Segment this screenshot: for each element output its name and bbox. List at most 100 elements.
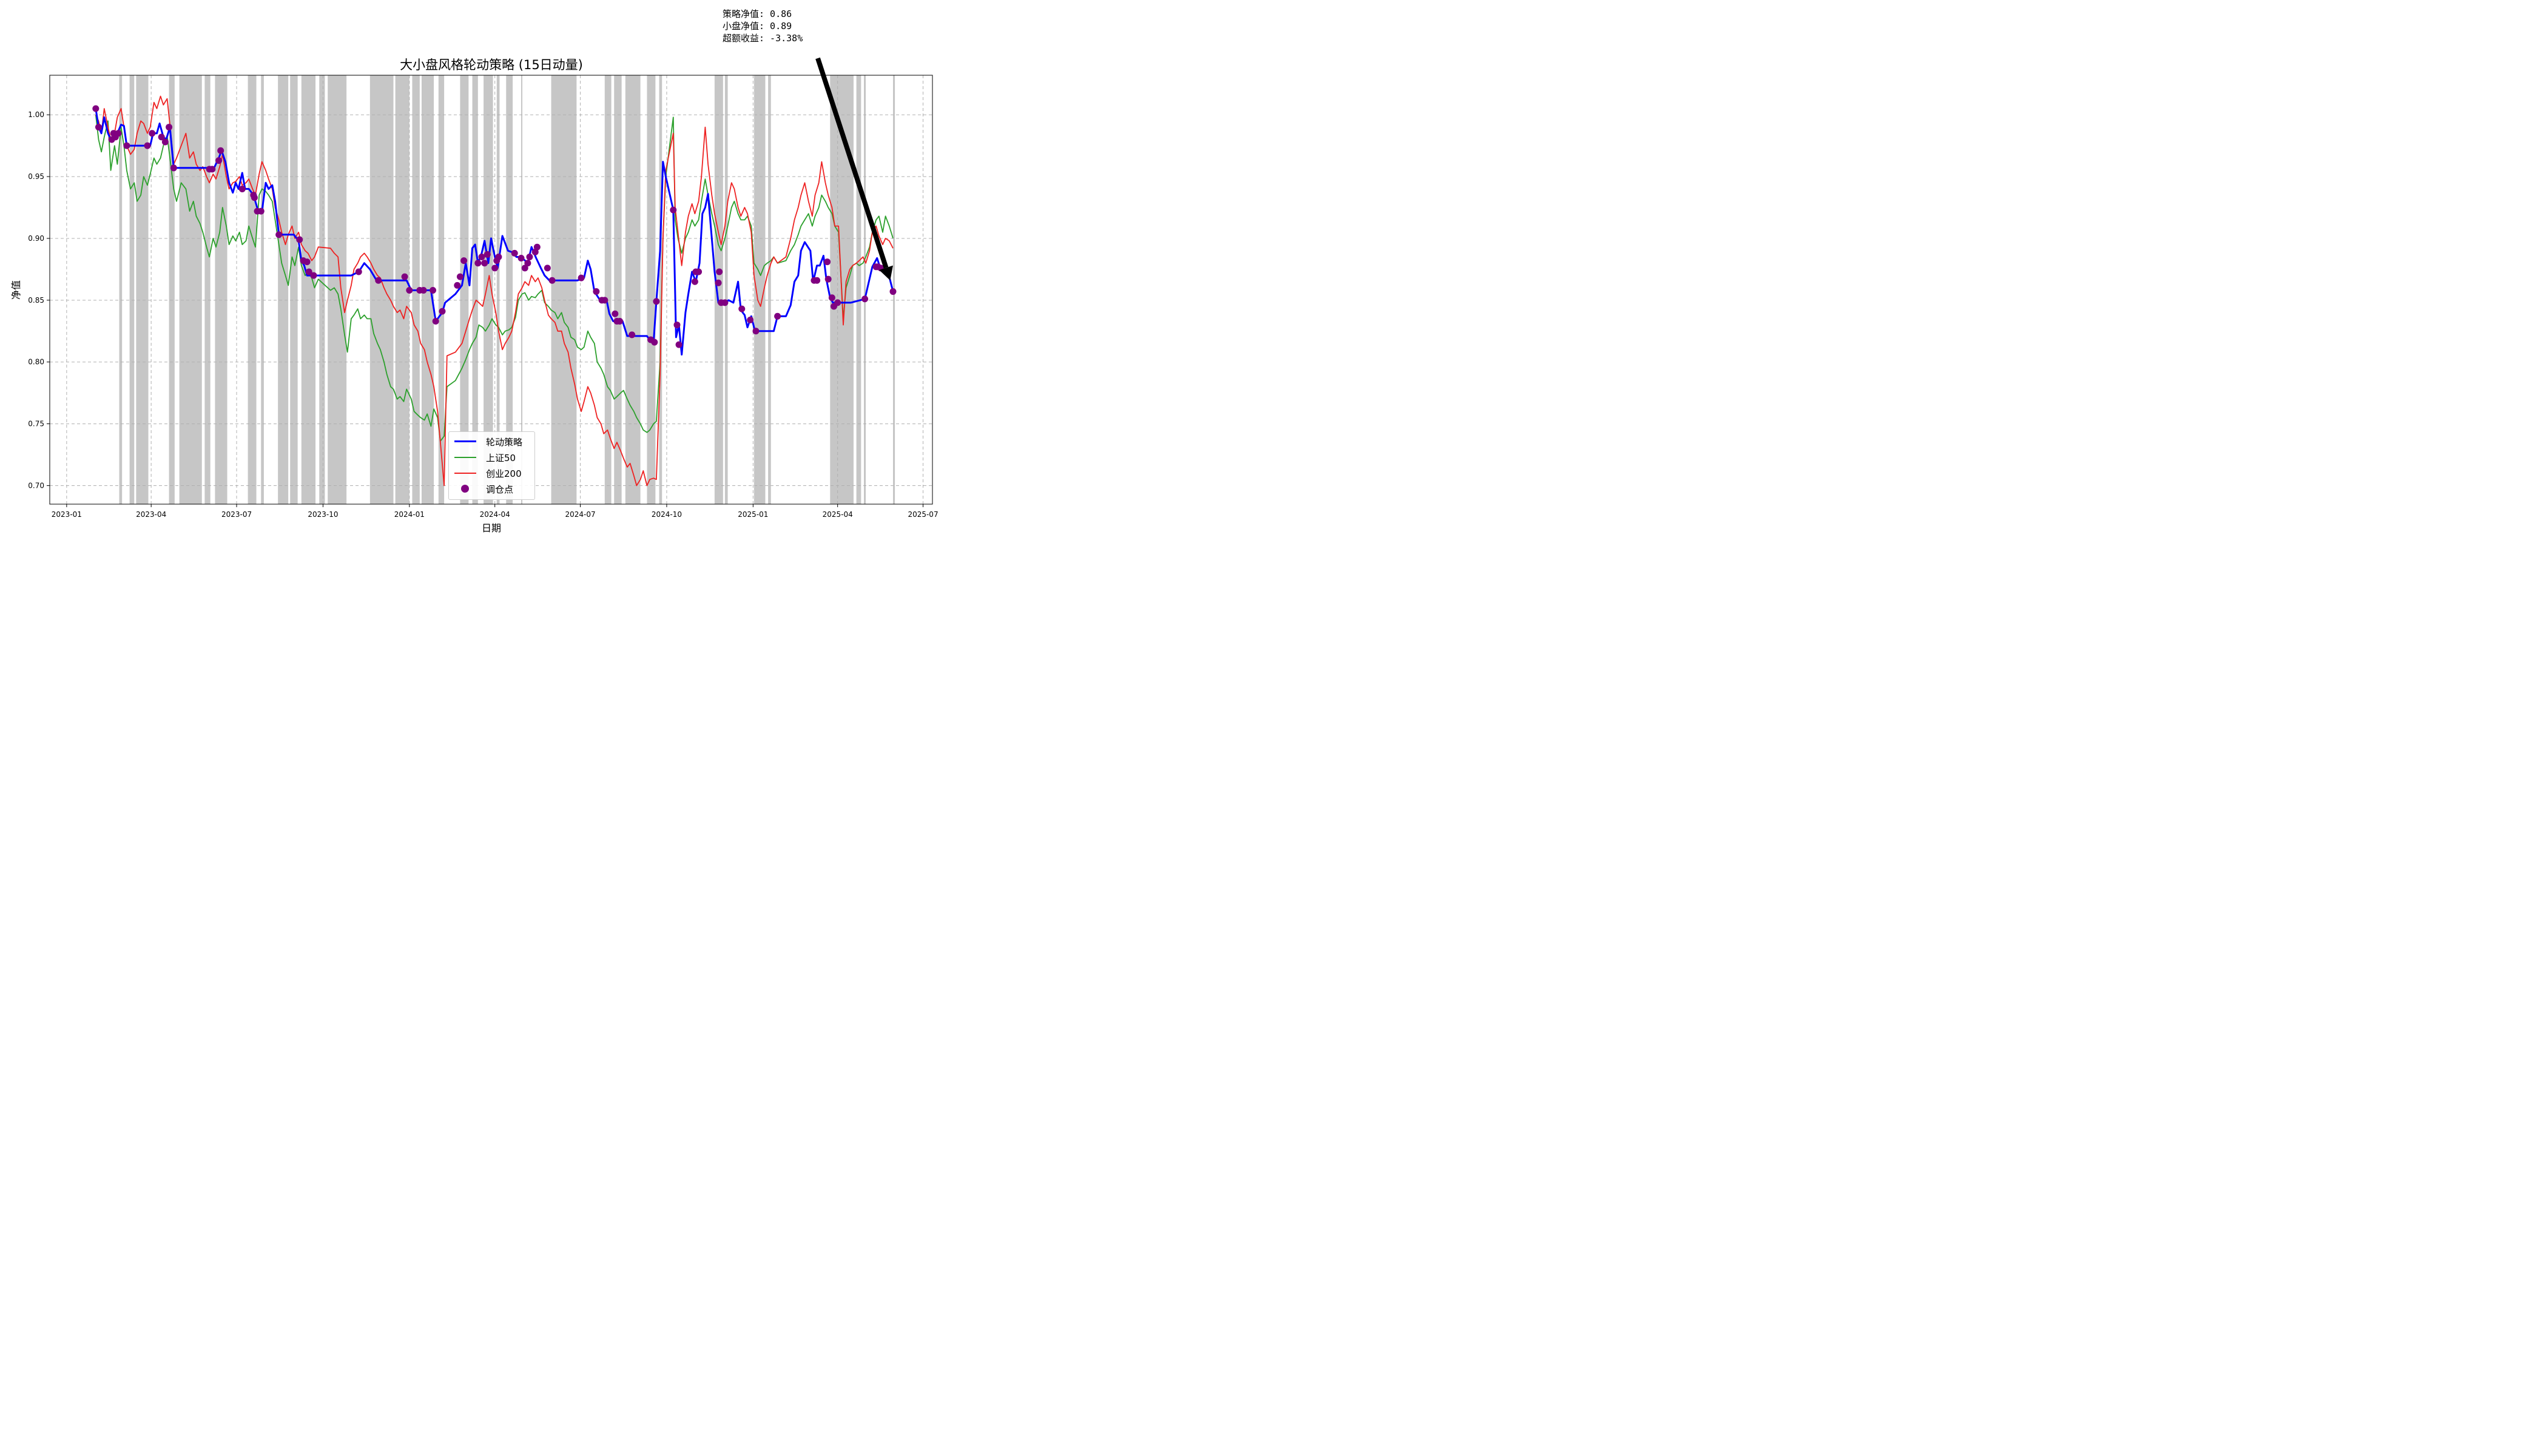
rebalance-point	[578, 274, 585, 281]
rebalance-point	[484, 251, 491, 258]
rebalance-point	[824, 275, 832, 283]
rebalance-point	[406, 287, 413, 294]
rebalance-point	[695, 268, 703, 275]
rebalance-point	[828, 294, 835, 302]
legend-label-strategy: 轮动策略	[486, 437, 523, 448]
rebalance-point	[149, 130, 156, 137]
rebalance-point	[296, 236, 303, 243]
x-tick-label: 2024-07	[565, 510, 595, 519]
legend-item-strategy: 轮动策略	[449, 434, 534, 450]
legend-label-sse50: 上证50	[486, 453, 516, 463]
rebalance-point	[92, 105, 99, 112]
rebalance-point	[305, 268, 312, 275]
rebalance-point	[123, 142, 130, 149]
rebalance-point	[375, 277, 382, 284]
legend: 轮动策略 上证50 创业200 调仓点	[448, 431, 535, 500]
rebalance-point	[738, 305, 746, 312]
rebalance-point	[747, 316, 754, 323]
rebalance-point	[439, 308, 446, 315]
rebalance-point	[170, 164, 177, 172]
rebalance-band	[484, 75, 493, 504]
rebalance-band	[278, 75, 289, 504]
rebalance-point	[612, 310, 619, 317]
rebalance-point	[716, 268, 723, 275]
y-tick-label: 0.75	[28, 420, 44, 428]
annotation-excess-return: 超额收益: -3.38%	[723, 33, 803, 44]
rebalance-point	[238, 185, 246, 192]
rebalance-point	[481, 260, 488, 267]
x-tick-label: 2023-10	[308, 510, 338, 519]
x-tick-label: 2023-07	[221, 510, 252, 519]
rebalance-point	[215, 157, 223, 164]
rebalance-point	[517, 255, 525, 262]
annotation-smallcap-value: 小盘净值: 0.89	[723, 21, 792, 32]
rebalance-band	[129, 75, 135, 504]
rebalance-band	[290, 75, 298, 504]
rebalance-point	[670, 206, 677, 214]
rebalance-point	[161, 138, 169, 146]
rebalance-point	[616, 317, 624, 325]
legend-item-rebalance: 调仓点	[449, 481, 534, 497]
annotation-arrow	[815, 57, 893, 281]
rebalance-point	[715, 279, 722, 286]
arrow-shaft	[815, 57, 889, 269]
rebalance-point	[548, 277, 556, 284]
rebalance-point	[593, 288, 600, 295]
rebalance-band	[724, 75, 728, 504]
sse50-line	[95, 115, 894, 442]
rebalance-point	[115, 130, 122, 137]
rebalance-point	[166, 124, 173, 131]
rebalance-point	[651, 339, 658, 346]
rebalance-band	[438, 75, 445, 504]
rebalance-point	[158, 133, 165, 141]
rebalance-point	[675, 341, 682, 348]
y-tick-label: 0.95	[28, 172, 44, 181]
rebalance-point	[430, 287, 437, 294]
rebalance-band	[319, 75, 325, 504]
y-tick-label: 1.00	[28, 110, 44, 119]
rebalance-point	[511, 249, 518, 257]
x-tick-label: 2025-01	[738, 510, 768, 519]
rebalance-band	[647, 75, 656, 504]
rebalance-point	[629, 331, 636, 339]
rebalance-band	[768, 75, 771, 504]
x-tick-label: 2025-07	[908, 510, 938, 519]
rebalance-band	[248, 75, 257, 504]
rebalance-band	[179, 75, 202, 504]
legend-item-sse50: 上证50	[449, 450, 534, 465]
rebalance-point	[673, 322, 681, 329]
rebalance-point	[653, 298, 660, 305]
y-tick-label: 0.70	[28, 481, 44, 490]
rebalance-band	[714, 75, 723, 504]
legend-marker-rebalance	[461, 485, 469, 493]
rebalance-point	[251, 194, 258, 201]
y-axis-label: 净值	[10, 280, 22, 300]
legend-swatch-chinext200	[454, 473, 476, 474]
annotation-text: 策略净值: 0.86 小盘净值: 0.89 超额收益: -3.38%	[723, 8, 803, 44]
rebalance-band	[301, 75, 316, 504]
legend-swatch-strategy	[454, 440, 476, 442]
rebalance-band	[506, 75, 513, 504]
rebalance-point	[454, 281, 461, 289]
rebalance-point	[889, 288, 897, 295]
y-tick-label: 0.80	[28, 358, 44, 366]
legend-swatch-sse50	[454, 457, 476, 458]
rebalance-point	[310, 272, 317, 279]
annotation-strategy-value: 策略净值: 0.86	[723, 8, 792, 19]
chart-title: 大小盘风格轮动策略 (15日动量)	[400, 58, 583, 72]
rebalance-point	[491, 265, 499, 272]
rebalance-band	[136, 75, 149, 504]
rebalance-point	[544, 265, 551, 272]
rebalance-point	[861, 295, 869, 303]
legend-label-chinext200: 创业200	[486, 468, 522, 479]
rebalance-band	[551, 75, 577, 504]
x-tick-label: 2025-04	[823, 510, 853, 519]
grid-lines	[50, 75, 932, 504]
chinext200-line	[95, 95, 894, 487]
rebalance-points	[92, 105, 897, 348]
x-tick-label: 2024-10	[652, 510, 682, 519]
rebalance-point	[478, 254, 485, 261]
rebalance-point	[691, 278, 698, 285]
rebalance-band	[119, 75, 123, 504]
rebalance-band	[604, 75, 612, 504]
